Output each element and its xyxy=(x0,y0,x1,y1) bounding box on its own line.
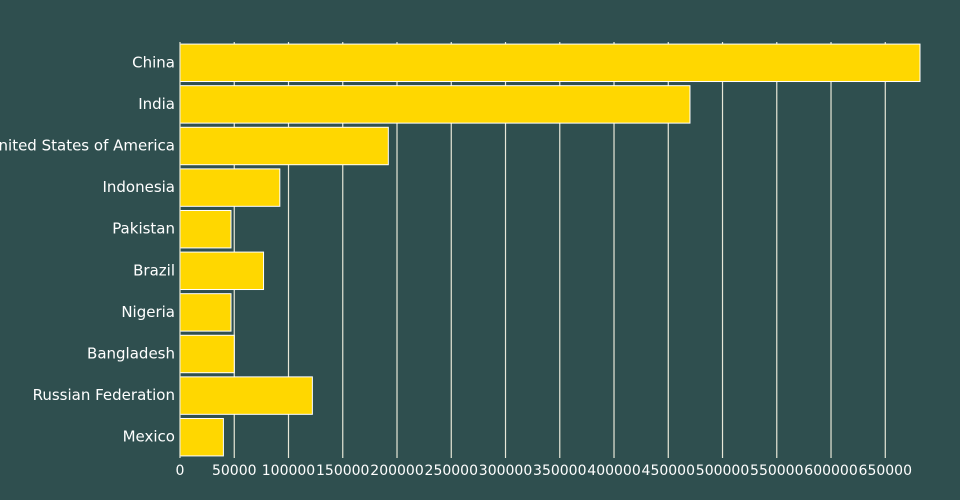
x-tick-label: 150000 xyxy=(316,463,369,479)
x-tick-label: 550000 xyxy=(750,463,803,479)
bar xyxy=(179,209,232,249)
category-label: Mexico xyxy=(123,428,175,446)
category-label: Russian Federation xyxy=(33,386,175,404)
category-label: Pakistan xyxy=(112,220,175,238)
category-labels: China India United States of America Indone… xyxy=(0,53,175,445)
x-tick-label: 200000 xyxy=(370,463,423,479)
x-tick-label: 500000 xyxy=(696,463,749,479)
bar xyxy=(179,126,389,166)
category-label: Nigeria xyxy=(121,303,175,321)
x-tick-label: 0 xyxy=(176,463,185,479)
category-label: India xyxy=(138,95,175,113)
category-label: Indonesia xyxy=(102,178,175,196)
x-tick-label: 350000 xyxy=(533,463,586,479)
bar xyxy=(179,376,313,415)
category-label: China xyxy=(132,53,175,71)
x-tick-label: 100000 xyxy=(262,463,315,479)
x-tick-label: 600000 xyxy=(804,463,857,479)
bar xyxy=(179,168,281,207)
x-tick-labels: 0 50000 100000 150000 200000 250000 300000 3500… xyxy=(176,463,912,479)
category-label: Brazil xyxy=(133,261,175,279)
x-tick-label: 300000 xyxy=(479,463,532,479)
category-label: Bangladesh xyxy=(87,345,175,363)
bar xyxy=(179,334,235,374)
bar xyxy=(179,85,691,124)
bar xyxy=(179,293,232,332)
bar xyxy=(179,43,921,83)
bar xyxy=(179,417,224,457)
bars xyxy=(179,43,921,457)
x-tick-label: 650000 xyxy=(859,463,912,479)
x-tick-label: 400000 xyxy=(587,463,640,479)
x-tick-label: 450000 xyxy=(642,463,695,479)
category-label: United States of America xyxy=(0,137,175,155)
x-tick-label: 50000 xyxy=(212,463,257,479)
bar xyxy=(179,251,265,291)
x-tick-label: 250000 xyxy=(425,463,478,479)
